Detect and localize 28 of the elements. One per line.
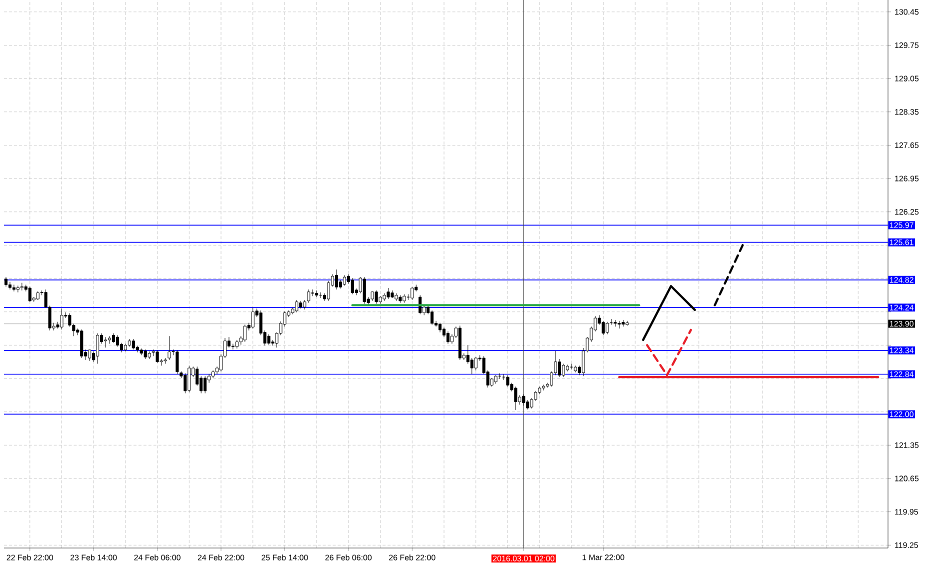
candlestick (104, 336, 108, 348)
candlestick (558, 358, 562, 378)
candlestick (124, 343, 127, 352)
candlestick (378, 296, 382, 304)
candlestick (8, 282, 12, 290)
candlestick (112, 333, 116, 344)
candlestick (458, 325, 462, 360)
candlestick (438, 322, 442, 333)
candlestick (342, 274, 346, 286)
candlestick (402, 294, 406, 304)
candlestick (562, 363, 565, 378)
candlestick (566, 364, 569, 372)
candlestick (446, 331, 450, 344)
candlestick (542, 384, 546, 391)
candlestick (235, 340, 238, 349)
candlestick (116, 334, 120, 347)
candlestick (231, 343, 234, 350)
candlestick (350, 278, 354, 294)
candlestick (16, 285, 20, 293)
candlestick (430, 310, 434, 325)
candlestick (334, 269, 338, 290)
candlestick (4, 276, 8, 287)
candlestick (128, 338, 131, 347)
candlestick (212, 370, 215, 378)
candlestick (12, 284, 16, 292)
candlestick (398, 294, 402, 304)
candlestick (574, 365, 577, 373)
candlestick (108, 336, 112, 344)
